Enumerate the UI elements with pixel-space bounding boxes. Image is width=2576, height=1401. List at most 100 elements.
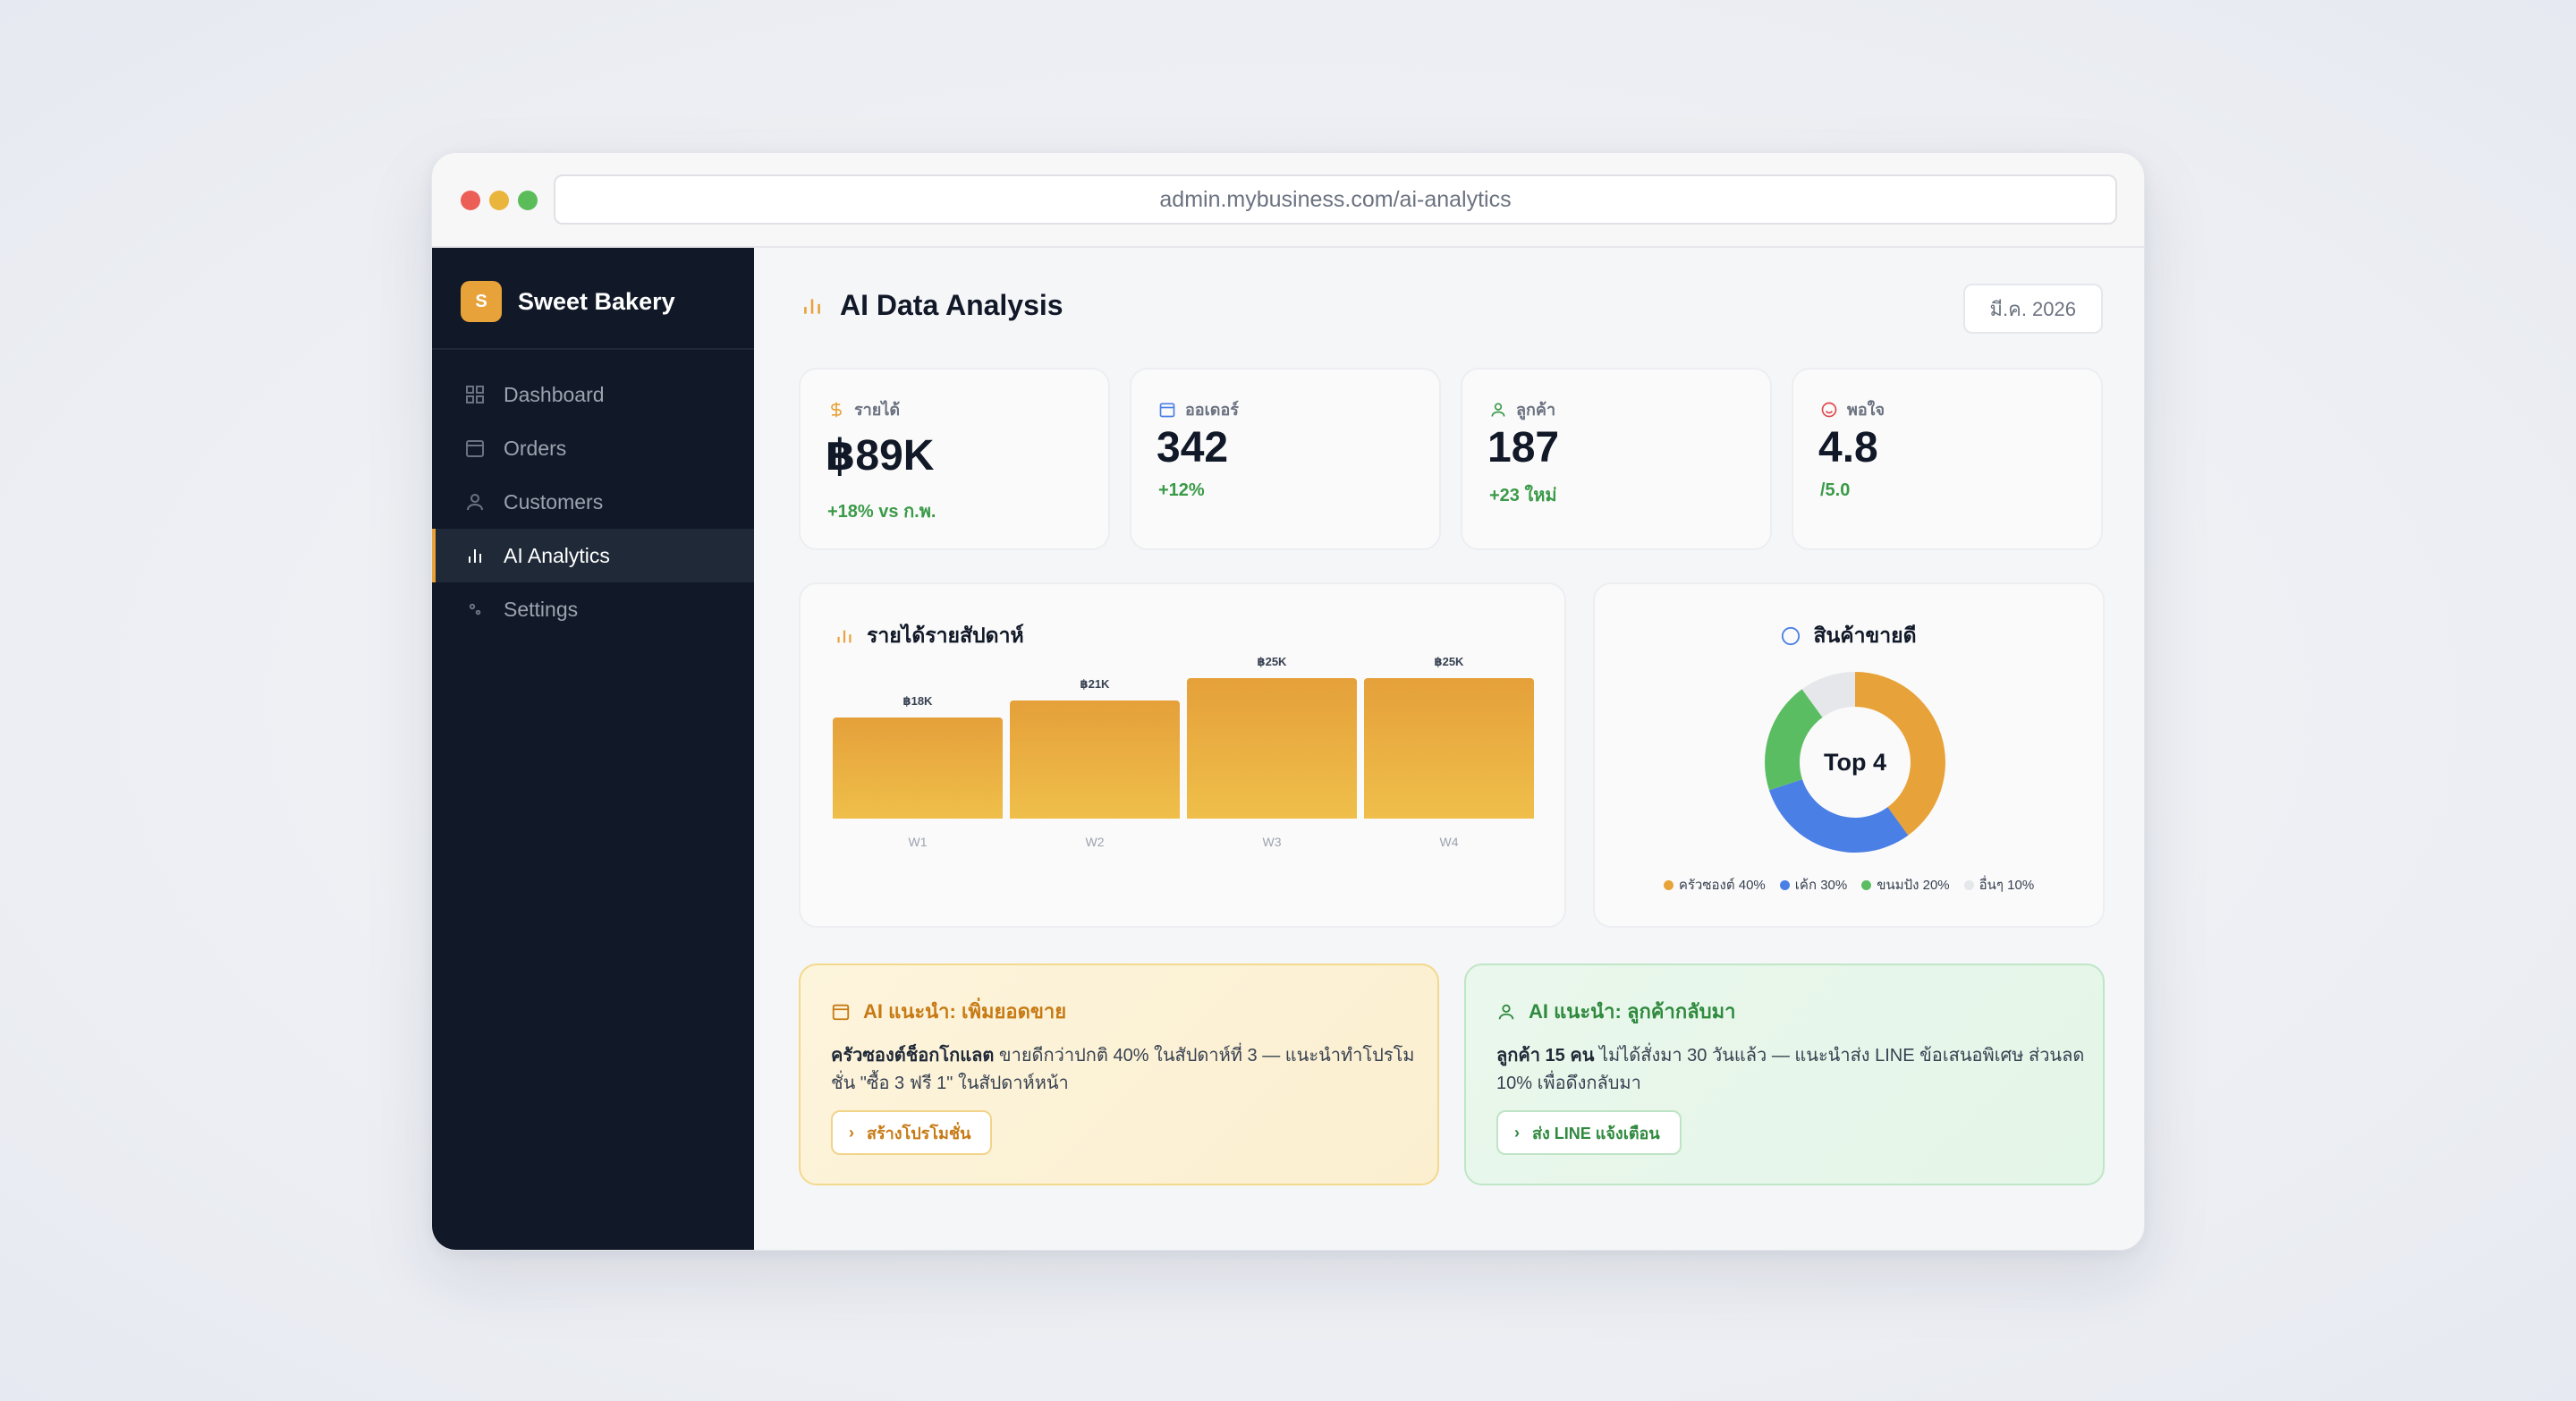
x-tick-label: W2 xyxy=(1085,835,1105,849)
panel-title: สินค้าขายดี xyxy=(1595,620,2103,652)
legend-swatch xyxy=(1779,879,1790,890)
browser-titlebar: admin.mybusiness.com/ai-analytics xyxy=(432,153,2144,248)
brand[interactable]: S Sweet Bakery xyxy=(461,280,675,323)
tip-title: AI แนะนำ: เพิ่มยอดขาย xyxy=(831,996,1066,1027)
circle-icon xyxy=(1782,626,1801,646)
page-title-text: AI Data Analysis xyxy=(840,289,1063,321)
stat-card-satisfaction: พอใจ 4.8 /5.0 xyxy=(1792,368,2103,550)
chevron-right-icon: › xyxy=(849,1123,854,1142)
donut-slice[interactable] xyxy=(1855,672,1945,836)
minimize-window-button[interactable] xyxy=(489,191,509,210)
x-tick-label: W3 xyxy=(1262,835,1282,849)
stat-value: ฿89K xyxy=(826,432,935,480)
x-tick-label: W4 xyxy=(1439,835,1459,849)
calendar-icon xyxy=(832,1004,850,1020)
ai-tip-sales: AI แนะนำ: เพิ่มยอดขาย ครัวซองต์ช็อกโกแลต… xyxy=(799,964,1439,1185)
brand-name: Sweet Bakery xyxy=(518,287,675,315)
grid-icon xyxy=(466,386,484,403)
sidebar-item-label: AI Analytics xyxy=(504,543,610,567)
bar-value-label: ฿25K xyxy=(1257,655,1287,668)
bar[interactable] xyxy=(1010,700,1180,819)
stat-change: +18% vs ก.พ. xyxy=(827,502,936,522)
stat-label: พอใจ xyxy=(1820,396,1885,422)
legend-label: ครัวซองต์ 40% xyxy=(1678,878,1766,893)
donut-center-label: Top 4 xyxy=(1824,748,1886,776)
sidebar-item-settings[interactable]: Settings xyxy=(432,582,754,636)
user-icon xyxy=(467,494,483,511)
dollar-icon xyxy=(831,402,842,417)
stat-card-orders: ออเดอร์ 342 +12% xyxy=(1130,368,1441,550)
tip-title: AI แนะนำ: ลูกค้ากลับมา xyxy=(1496,996,1735,1027)
bar-col-w2: ฿21K xyxy=(1010,677,1180,819)
close-window-button[interactable] xyxy=(461,191,480,210)
top-products-panel: สินค้าขายดี Top 4 ครัวซองต์ 40% เค้ก 30% ข… xyxy=(1593,582,2105,928)
sidebar-item-ai-analytics[interactable]: AI Analytics xyxy=(432,529,754,582)
create-promotion-button[interactable]: › สร้างโปรโมชั่น xyxy=(831,1110,993,1155)
bar-chart-icon xyxy=(469,549,481,563)
weekly-revenue-panel: รายได้รายสัปดาห์ ฿18K W1 ฿21K W2 ฿25K W3 ฿25K W… xyxy=(799,582,1566,928)
stat-value: 187 xyxy=(1487,424,1560,471)
donut-slice[interactable] xyxy=(1765,689,1823,791)
legend-swatch xyxy=(1963,879,1974,890)
bar-chart-icon xyxy=(837,630,852,643)
donut-chart: Top 4 xyxy=(1763,670,1947,854)
x-tick-label: W1 xyxy=(908,835,928,849)
legend-swatch xyxy=(1663,879,1674,890)
legend-item: อื่นๆ 10% xyxy=(1963,874,2034,896)
user-icon xyxy=(1498,1004,1514,1019)
sidebar-item-orders[interactable]: Orders xyxy=(432,421,754,475)
stat-change: +12% xyxy=(1158,480,1205,500)
chevron-right-icon: › xyxy=(1514,1123,1520,1142)
date-selector[interactable]: มี.ค. 2026 xyxy=(1962,284,2103,334)
tip-body: ลูกค้า 15 คน ไม่ได้สั่งมา 30 วันแล้ว — แ… xyxy=(1496,1046,2085,1093)
sidebar-item-dashboard[interactable]: Dashboard xyxy=(432,368,754,421)
donut-slice[interactable] xyxy=(1801,672,1855,717)
stat-card-customers: ลูกค้า 187 +23 ใหม่ xyxy=(1461,368,1772,550)
stat-value: 4.8 xyxy=(1818,424,1878,471)
legend-label: เค้ก 30% xyxy=(1794,878,1848,893)
legend-item: ครัวซองต์ 40% xyxy=(1663,874,1766,896)
tip-body: ครัวซองต์ช็อกโกแลต ขายดีกว่าปกติ 40% ในส… xyxy=(831,1046,1415,1093)
gear-icon xyxy=(469,603,481,616)
maximize-window-button[interactable] xyxy=(518,191,538,210)
calendar-icon xyxy=(466,440,484,457)
sidebar: S Sweet Bakery Dashboard Orders Customer… xyxy=(432,248,754,1250)
stat-label: ลูกค้า xyxy=(1489,396,1555,422)
bar-col-w4: ฿25K xyxy=(1364,655,1534,819)
stat-label: รายได้ xyxy=(827,396,900,422)
stat-change: +23 ใหม่ xyxy=(1489,486,1557,505)
bar[interactable] xyxy=(1364,678,1534,819)
bar-chart-icon xyxy=(804,298,820,314)
panel-title: รายได้รายสัปดาห์ xyxy=(835,620,1024,652)
send-line-button[interactable]: › ส่ง LINE แจ้งเตือน xyxy=(1496,1110,1682,1155)
sidebar-item-label: Settings xyxy=(504,597,579,621)
bar-value-label: ฿18K xyxy=(902,694,933,708)
legend-item: ขนมปัง 20% xyxy=(1861,874,1950,896)
sidebar-item-label: Orders xyxy=(504,436,567,460)
sidebar-divider xyxy=(432,348,754,350)
sidebar-nav: Dashboard Orders Customers AI Analytics … xyxy=(432,368,754,636)
browser-window: admin.mybusiness.com/ai-analytics S Swee… xyxy=(431,152,2145,1251)
bar[interactable] xyxy=(833,717,1003,819)
page-title: AI Data Analysis xyxy=(801,289,1063,322)
bar-col-w1: ฿18K xyxy=(833,694,1003,819)
sidebar-item-customers[interactable]: Customers xyxy=(432,475,754,529)
bar[interactable] xyxy=(1187,678,1357,819)
stat-label: ออเดอร์ xyxy=(1158,396,1239,422)
legend-item: เค้ก 30% xyxy=(1779,874,1848,896)
stat-card-revenue: รายได้ ฿89K +18% vs ก.พ. xyxy=(799,368,1110,550)
sidebar-item-label: Customers xyxy=(504,489,604,514)
legend-swatch xyxy=(1861,879,1872,890)
donut-slice[interactable] xyxy=(1768,779,1909,853)
bar-chart: ฿18K W1 ฿21K W2 ฿25K W3 ฿25K W4 xyxy=(833,655,1538,863)
ai-tip-customers: AI แนะนำ: ลูกค้ากลับมา ลูกค้า 15 คน ไม่ไ… xyxy=(1464,964,2105,1185)
brand-logo: S xyxy=(461,281,502,322)
sidebar-item-label: Dashboard xyxy=(504,382,605,406)
donut-legend: ครัวซองต์ 40% เค้ก 30% ขนมปัง 20% อื่นๆ 10% xyxy=(1595,874,2103,896)
bar-col-w3: ฿25K xyxy=(1187,655,1357,819)
bar-value-label: ฿21K xyxy=(1080,677,1110,691)
address-bar[interactable]: admin.mybusiness.com/ai-analytics xyxy=(554,174,2117,225)
stat-value: 342 xyxy=(1157,424,1229,471)
user-icon xyxy=(1491,403,1505,417)
calendar-icon xyxy=(1159,403,1175,417)
